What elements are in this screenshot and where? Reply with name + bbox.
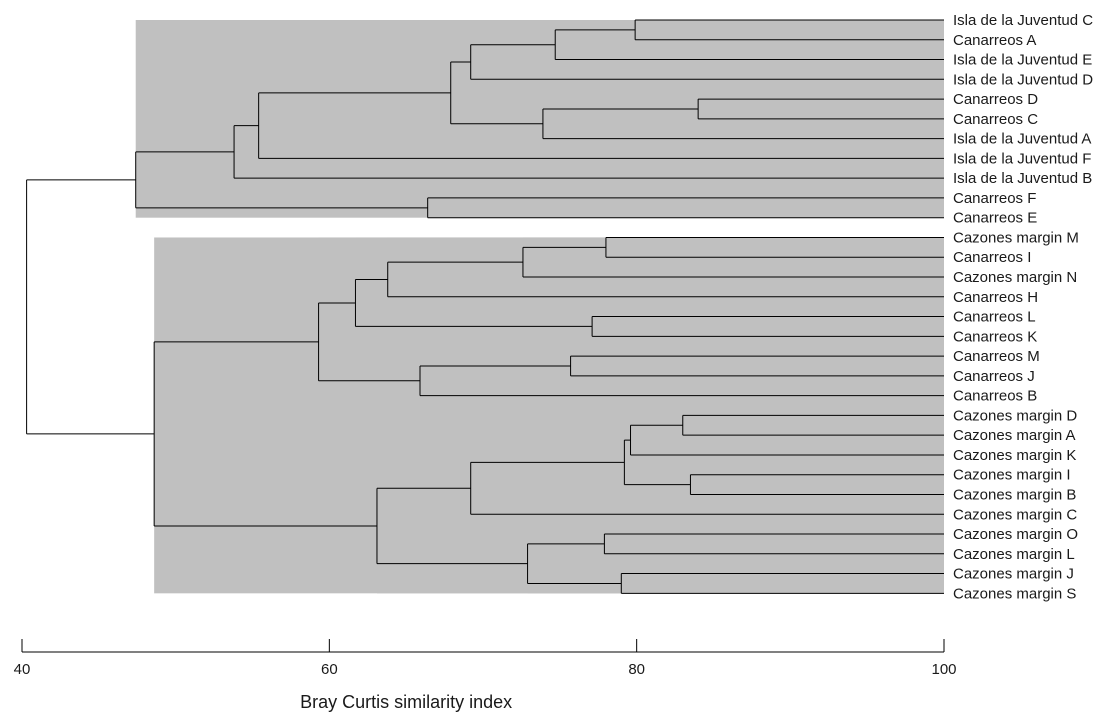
cluster-shade-17: [592, 316, 944, 337]
leaf-label: Canarreos H: [953, 289, 1038, 306]
leaf-label: Canarreos D: [953, 91, 1038, 108]
leaf-label: Isla de la Juventud D: [953, 71, 1093, 88]
leaf-label: Canarreos M: [953, 348, 1040, 365]
leaf-label: Canarreos K: [953, 328, 1037, 345]
leaf-label: Canarreos I: [953, 249, 1031, 266]
cluster-shading: [135, 20, 945, 594]
leaf-label: Cazones margin N: [953, 269, 1077, 286]
cluster-shade-28: [621, 573, 944, 594]
leaf-label: Isla de la Juventud C: [953, 12, 1093, 29]
leaf-label: Canarreos L: [953, 309, 1036, 326]
leaf-labels: Isla de la Juventud C Canarreos A Isla de …: [953, 12, 1093, 602]
cluster-shade-25: [690, 474, 944, 495]
leaf-label: Cazones margin A: [953, 427, 1076, 444]
x-axis-ticks: 40 60 80 100: [14, 639, 957, 678]
leaf-label: Canarreos F: [953, 190, 1036, 207]
leaf-label: Isla de la Juventud F: [953, 150, 1091, 167]
cluster-shade-27: [604, 534, 944, 554]
cluster-shade-7: [635, 20, 944, 40]
leaf-label: Cazones margin M: [953, 229, 1079, 246]
leaf-label: Cazones margin K: [953, 447, 1076, 464]
cluster-shade-19: [570, 356, 944, 376]
cluster-shade-9: [698, 99, 944, 119]
x-tick-label: 40: [14, 661, 31, 678]
cluster-shade-10: [427, 197, 944, 218]
dendrogram-branches: [26, 19, 944, 594]
leaf-label: Cazones margin D: [953, 407, 1077, 424]
x-tick-label: 100: [931, 661, 956, 678]
leaf-label: Isla de la Juventud B: [953, 170, 1092, 187]
leaf-label: Cazones margin C: [953, 506, 1077, 523]
x-tick-label: 60: [321, 661, 338, 678]
x-axis-title: Bray Curtis similarity index: [300, 692, 512, 712]
leaf-label: Canarreos B: [953, 388, 1037, 405]
x-axis: 40 60 80 100: [14, 639, 957, 678]
leaf-label: Cazones margin O: [953, 526, 1078, 543]
leaf-label: Canarreos C: [953, 111, 1038, 128]
leaf-label: Isla de la Juventud A: [953, 131, 1091, 148]
cluster-shade-16: [605, 237, 944, 258]
leaf-label: Cazones margin J: [953, 566, 1074, 583]
leaf-label: Cazones margin S: [953, 585, 1076, 602]
leaf-label: Canarreos A: [953, 32, 1036, 49]
leaf-label: Isla de la Juventud E: [953, 52, 1092, 69]
leaf-label: Cazones margin B: [953, 486, 1076, 503]
leaf-label: Canarreos J: [953, 368, 1035, 385]
cluster-shade-24: [682, 415, 944, 436]
leaf-label: Cazones margin I: [953, 467, 1071, 484]
leaf-label: Cazones margin L: [953, 546, 1075, 563]
leaf-label: Canarreos E: [953, 210, 1037, 227]
x-tick-label: 80: [628, 661, 645, 678]
